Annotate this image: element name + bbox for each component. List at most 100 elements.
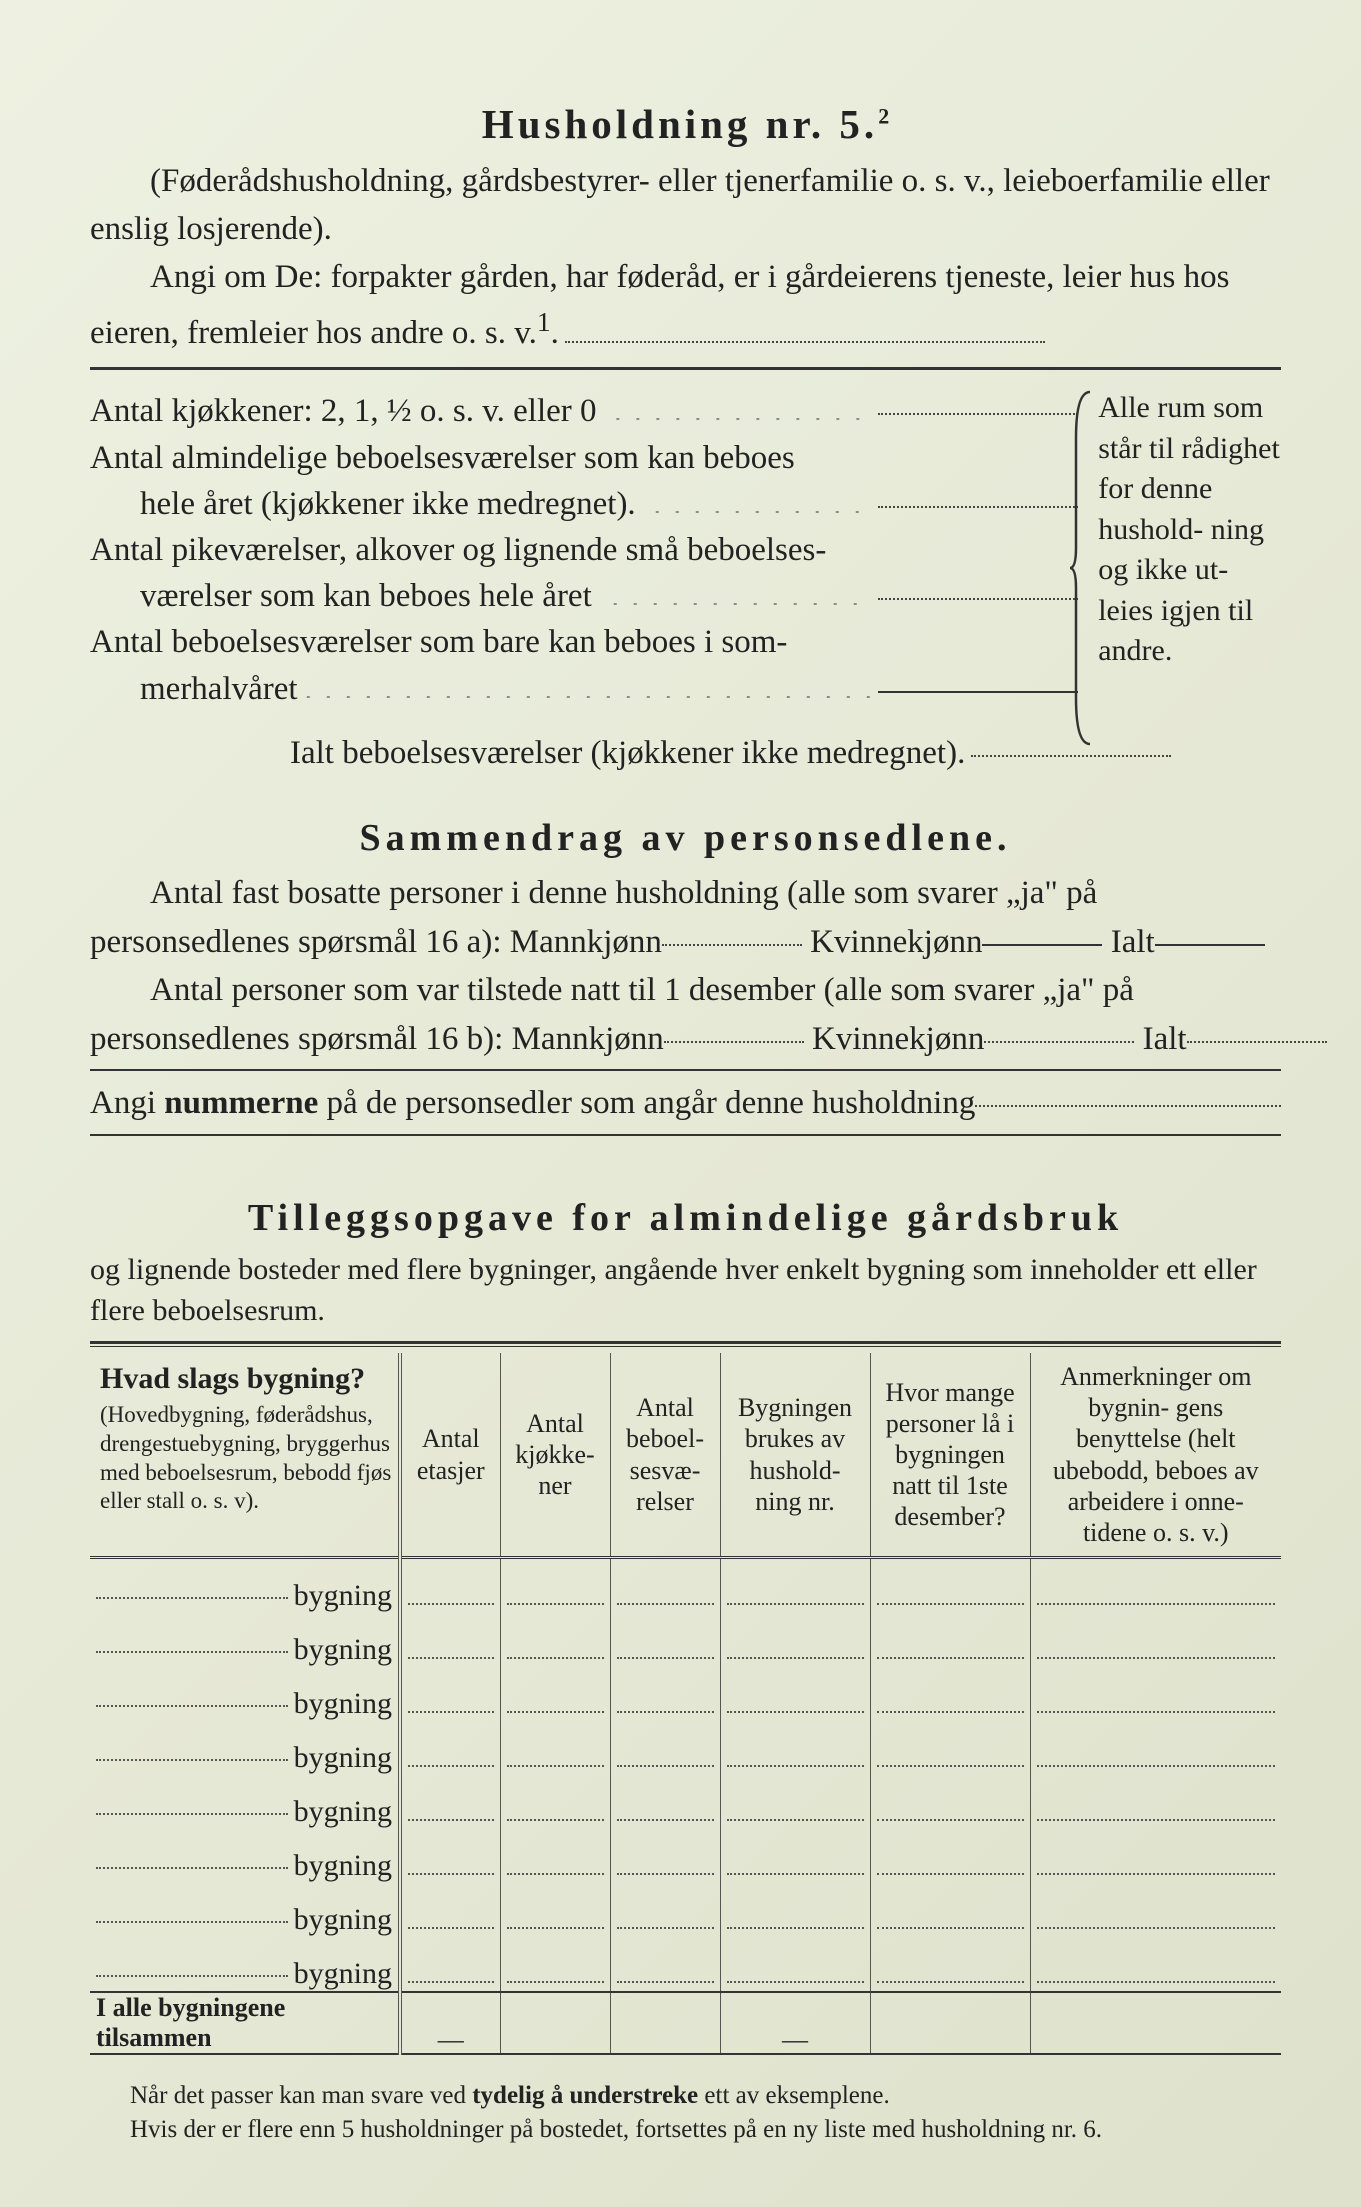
blank-field[interactable] (1155, 944, 1265, 946)
sum-blank[interactable] (870, 1992, 1030, 2054)
row-label-cell[interactable]: bygning (90, 1775, 400, 1829)
row-cell[interactable] (1030, 1613, 1281, 1667)
row-label-cell[interactable]: bygning (90, 1721, 400, 1775)
text: på de personsedler som angår denne husho… (318, 1079, 975, 1129)
row-cell[interactable] (400, 1829, 500, 1883)
row-cell[interactable] (1030, 1775, 1281, 1829)
row-cell[interactable] (720, 1558, 870, 1614)
section2-title: Sammendrag av personsedlene. (90, 816, 1281, 860)
sum-blank[interactable] (1030, 1992, 1281, 2054)
room-label: værelser som kan beboes hele året (140, 573, 592, 619)
row-cell[interactable] (610, 1721, 720, 1775)
row-cell[interactable] (610, 1613, 720, 1667)
row-cell[interactable] (1030, 1667, 1281, 1721)
row-cell[interactable] (1030, 1883, 1281, 1937)
row-cell[interactable] (500, 1613, 610, 1667)
blank-field[interactable] (878, 506, 1078, 508)
sum-dash: — (720, 1992, 870, 2054)
row-cell[interactable] (610, 1667, 720, 1721)
row-cell[interactable] (400, 1613, 500, 1667)
row-cell[interactable] (400, 1667, 500, 1721)
row-label-cell[interactable]: bygning (90, 1829, 400, 1883)
row-cell[interactable] (500, 1721, 610, 1775)
row-label-cell[interactable]: bygning (90, 1558, 400, 1614)
blank-line[interactable] (565, 308, 1045, 343)
row-cell[interactable] (720, 1883, 870, 1937)
table-row: bygning (90, 1613, 1281, 1667)
row-cell[interactable] (610, 1558, 720, 1614)
row-cell[interactable] (400, 1721, 500, 1775)
blank-field[interactable] (1187, 1041, 1327, 1043)
blank-field[interactable] (878, 691, 1078, 693)
col3-head: Antal kjøkke- ner (500, 1353, 610, 1558)
row-cell[interactable] (500, 1829, 610, 1883)
page: Husholdning nr. 5.2 (Føderådshusholdning… (0, 0, 1361, 2207)
row-label-cell[interactable]: bygning (90, 1937, 400, 1992)
row-cell[interactable] (870, 1558, 1030, 1614)
row-cell[interactable] (610, 1883, 720, 1937)
row-cell[interactable] (610, 1775, 720, 1829)
col5-head: Bygningen brukes av hushold- ning nr. (720, 1353, 870, 1558)
row-cell[interactable] (870, 1721, 1030, 1775)
row-cell[interactable] (720, 1829, 870, 1883)
rooms-left: Antal kjøkkener: 2, 1, ½ o. s. v. eller … (90, 388, 1078, 776)
row-cell[interactable] (400, 1883, 500, 1937)
row-cell[interactable] (610, 1829, 720, 1883)
blank-field[interactable] (664, 1041, 804, 1043)
row-cell[interactable] (870, 1775, 1030, 1829)
col4-head: Antal beboel- sesvæ- relser (610, 1353, 720, 1558)
row-label-cell[interactable]: bygning (90, 1667, 400, 1721)
sum-blank[interactable] (500, 1992, 610, 2054)
blank-field[interactable] (975, 1105, 1281, 1107)
col1-head: Hvad slags bygning? (Hovedbygning, føder… (90, 1353, 400, 1558)
row-cell[interactable] (500, 1667, 610, 1721)
rule (90, 1069, 1281, 1071)
row-cell[interactable] (1030, 1937, 1281, 1992)
row-cell[interactable] (500, 1937, 610, 1992)
row-cell[interactable] (870, 1883, 1030, 1937)
blank-field[interactable] (984, 1041, 1134, 1043)
row-cell[interactable] (720, 1775, 870, 1829)
table-row: bygning (90, 1721, 1281, 1775)
row-cell[interactable] (870, 1937, 1030, 1992)
row-cell[interactable] (610, 1937, 720, 1992)
blank-field[interactable] (982, 944, 1102, 946)
row-cell[interactable] (500, 1883, 610, 1937)
rule (90, 367, 1281, 370)
page-title: Husholdning nr. 5.2 (90, 100, 1281, 148)
row-cell[interactable] (400, 1937, 500, 1992)
room-row-3a: Antal pikeværelser, alkover og lignende … (90, 527, 1078, 573)
table-head-row: Hvad slags bygning? (Hovedbygning, føder… (90, 1353, 1281, 1558)
blank-field[interactable] (662, 944, 802, 946)
row-cell[interactable] (870, 1829, 1030, 1883)
room-row-4b: merhalvåret (90, 666, 1078, 712)
table-sum-row: I alle bygningene tilsammen — — (90, 1992, 1281, 2054)
s2-line2b: personsedlenes spørsmål 16 b): Mannkjønn… (90, 1015, 1281, 1065)
sum-dash: — (400, 1992, 500, 2054)
footnote: Når det passer kan man svare ved tydelig… (90, 2079, 1281, 2147)
row-cell[interactable] (870, 1667, 1030, 1721)
row-cell[interactable] (720, 1667, 870, 1721)
blank-field[interactable] (878, 598, 1078, 600)
row-label-cell[interactable]: bygning (90, 1883, 400, 1937)
rule (90, 1134, 1281, 1136)
row-cell[interactable] (400, 1775, 500, 1829)
row-cell[interactable] (400, 1558, 500, 1614)
row-cell[interactable] (1030, 1558, 1281, 1614)
text: Kvinnekjønn (804, 1015, 985, 1065)
row-cell[interactable] (1030, 1721, 1281, 1775)
row-cell[interactable] (720, 1613, 870, 1667)
room-label: Antal pikeværelser, alkover og lignende … (90, 527, 826, 573)
row-cell[interactable] (720, 1721, 870, 1775)
row-cell[interactable] (1030, 1829, 1281, 1883)
sum-blank[interactable] (610, 1992, 720, 2054)
blank-field[interactable] (878, 413, 1078, 415)
row-label-cell[interactable]: bygning (90, 1613, 400, 1667)
dot-leader (600, 596, 870, 606)
row-cell[interactable] (500, 1558, 610, 1614)
row-cell[interactable] (870, 1613, 1030, 1667)
row-cell[interactable] (500, 1775, 610, 1829)
rule (90, 1346, 1281, 1347)
room-total-row: Ialt beboelsesværelser (kjøkkener ikke m… (90, 730, 1078, 776)
row-cell[interactable] (720, 1937, 870, 1992)
